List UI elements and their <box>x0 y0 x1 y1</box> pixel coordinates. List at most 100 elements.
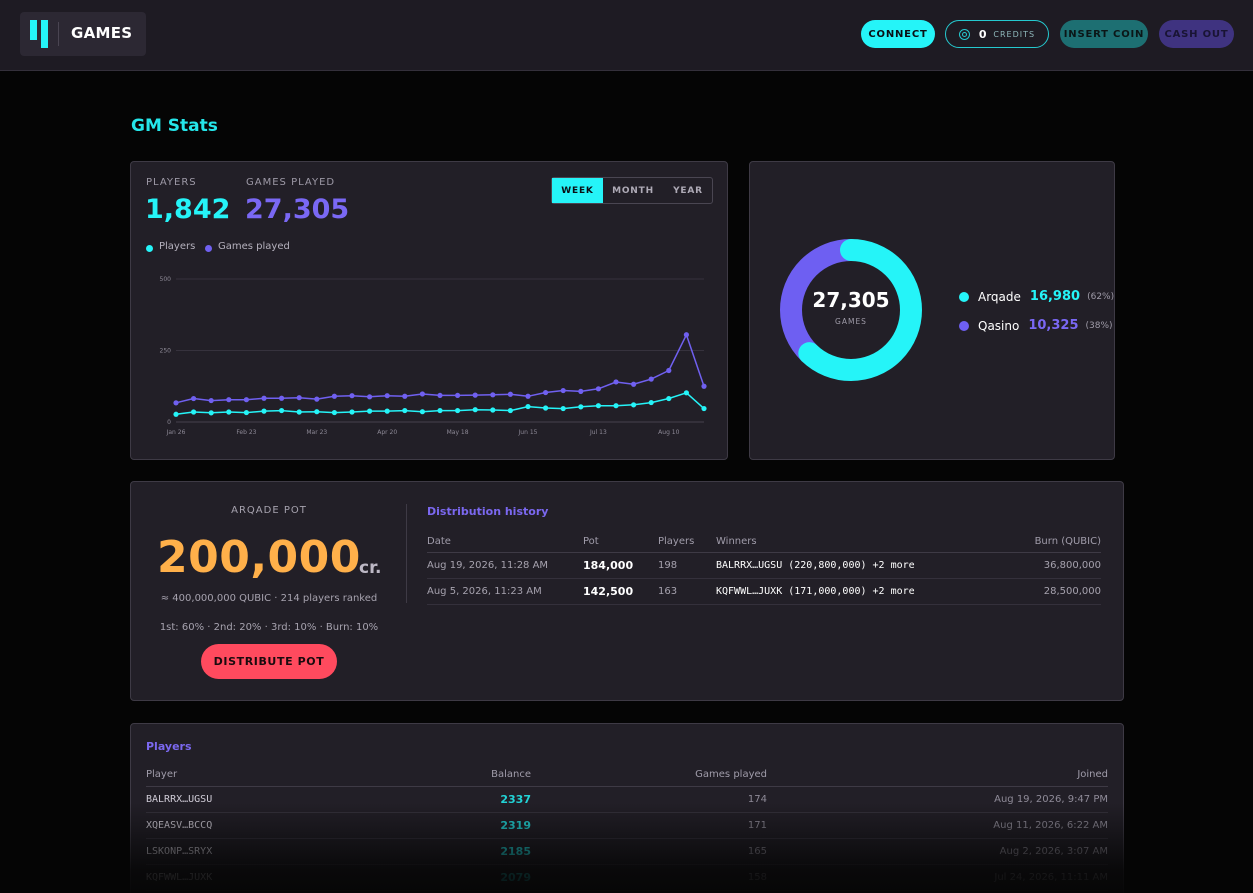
pot-unit: cr. <box>359 558 382 578</box>
qasino-pct: (38%) <box>1085 320 1113 331</box>
legend-games-dot <box>205 245 212 252</box>
insert-coin-button[interactable]: INSERT COIN <box>1060 20 1148 48</box>
player-joined: Jul 24, 2026, 11:11 AM <box>767 864 1108 891</box>
data-point <box>402 407 408 414</box>
data-point <box>472 392 478 398</box>
data-point <box>560 405 566 412</box>
data-point <box>666 367 672 374</box>
data-point <box>543 389 549 396</box>
arqade-value: 16,980 <box>1029 289 1081 304</box>
data-point <box>648 376 654 382</box>
qasino-value: 10,325 <box>1028 318 1079 333</box>
arqade-dot <box>959 291 969 302</box>
stats-card: PLAYERS 1,842 GAMES PLAYED 27,305 Player… <box>130 161 728 460</box>
arqade-label: Arqade <box>978 289 1021 304</box>
data-point <box>648 399 654 406</box>
table-row[interactable]: LSKONP…SRYX 2185 165 Aug 2, 2026, 3:07 A… <box>146 838 1108 865</box>
data-point <box>226 397 232 403</box>
coin-icon <box>958 28 970 40</box>
data-point <box>367 408 373 414</box>
activity-line-chart: 0 250 500 Jan 26 Feb 23 Mar 23 Apr 20 May 18 Jun… <box>160 276 707 436</box>
credits-value: 0 <box>978 27 988 41</box>
data-point <box>543 405 549 411</box>
data-point <box>279 395 285 401</box>
donut-total-value: 27,305 <box>812 288 889 312</box>
distribution-history-title: Distribution history <box>427 505 549 518</box>
credits-button[interactable]: 0 CREDITS <box>945 20 1049 48</box>
data-point <box>191 395 197 402</box>
data-point <box>419 409 425 415</box>
logo[interactable]: GAMES <box>20 12 146 56</box>
data-point <box>402 393 408 399</box>
data-point <box>419 391 425 397</box>
x-tick-label: Jan 26 <box>166 429 186 436</box>
cash-out-button[interactable]: CASH OUT <box>1159 20 1234 48</box>
player-joined: Aug 2, 2026, 3:07 AM <box>767 838 1108 865</box>
distribute-pot-button[interactable]: DISTRIBUTE POT <box>201 644 337 679</box>
player-balance: 2337 <box>396 786 531 813</box>
tab-week[interactable]: WEEK <box>552 178 603 203</box>
pot-label: ARQADE POT <box>231 505 307 516</box>
donut-legend-qasino: Qasino 10,325 (38%) <box>959 318 1113 333</box>
pot-value: 200,000 <box>157 532 361 583</box>
y-tick-label: 500 <box>160 276 172 283</box>
arqade-pct: (62%) <box>1087 291 1115 302</box>
player-balance: 2319 <box>396 812 531 839</box>
data-point <box>261 408 267 414</box>
data-point <box>314 409 320 415</box>
data-point <box>243 397 249 403</box>
col-player: Player <box>146 764 396 787</box>
players-table: Player Balance Games played Joined BALRR… <box>146 764 1108 891</box>
x-tick-label: Apr 20 <box>377 429 397 436</box>
player-joined: Aug 11, 2026, 6:22 AM <box>767 812 1108 839</box>
data-point <box>296 395 302 401</box>
dist-pot: 184,000 <box>583 552 658 579</box>
dist-players: 163 <box>658 578 716 605</box>
tab-year[interactable]: YEAR <box>673 185 703 196</box>
games-donut-chart: 27,305 GAMES <box>780 239 922 381</box>
data-point <box>173 411 179 417</box>
tab-month[interactable]: MONTH <box>612 185 654 196</box>
data-point <box>173 400 179 406</box>
legend-players-dot <box>146 245 153 252</box>
dist-date: Aug 5, 2026, 11:23 AM <box>427 578 583 605</box>
table-row[interactable]: BALRRX…UGSU 2337 174 Aug 19, 2026, 9:47 … <box>146 786 1108 813</box>
logo-mark-icon <box>41 20 48 48</box>
donut-legend-arqade: Arqade 16,980 (62%) <box>959 289 1114 304</box>
data-point <box>490 392 496 398</box>
data-point <box>701 383 707 389</box>
connect-button[interactable]: CONNECT <box>861 20 935 48</box>
dist-pot: 142,500 <box>583 578 658 605</box>
data-point <box>472 407 478 413</box>
legend-players-label: Players <box>159 241 196 252</box>
table-row[interactable]: Aug 5, 2026, 11:23 AM 142,500 163 KQFWWL… <box>427 578 1101 605</box>
player-games: 165 <box>531 838 767 865</box>
x-tick-label: Jul 13 <box>589 429 607 436</box>
data-point <box>437 392 443 399</box>
data-point <box>331 409 337 416</box>
data-point <box>384 408 390 414</box>
data-point <box>683 332 690 338</box>
x-tick-label: May 18 <box>447 429 469 436</box>
data-point <box>631 381 637 387</box>
table-row[interactable]: Aug 19, 2026, 11:28 AM 184,000 198 BALRR… <box>427 552 1101 579</box>
player-balance: 2079 <box>396 864 531 891</box>
data-point <box>666 395 672 402</box>
data-point <box>613 379 619 385</box>
table-row[interactable]: KQFWWL…JUXK 2079 158 Jul 24, 2026, 11:11… <box>146 864 1108 891</box>
donut-total-label: GAMES <box>835 317 867 326</box>
x-tick-label: Mar 23 <box>306 429 327 436</box>
dist-winners: KQFWWL…JUXK (171,000,000) +2 more <box>716 578 1005 605</box>
table-row[interactable]: XQEASV…BCCQ 2319 171 Aug 11, 2026, 6:22 … <box>146 812 1108 839</box>
pot-split: 1st: 60% · 2nd: 20% · 3rd: 10% · Burn: 1… <box>159 622 379 633</box>
table-header-row: Player Balance Games played Joined <box>146 764 1108 787</box>
player-games: 158 <box>531 864 767 891</box>
player-joined: Aug 19, 2026, 9:47 PM <box>767 786 1108 813</box>
distribution-table: Date Pot Players Winners Burn (QUBIC) Au… <box>427 531 1101 605</box>
player-games: 171 <box>531 812 767 839</box>
col-joined: Joined <box>767 764 1108 787</box>
player-id: BALRRX…UGSU <box>146 786 396 813</box>
data-point <box>349 393 355 399</box>
data-point <box>613 403 619 409</box>
logo-text: GAMES <box>71 24 133 42</box>
